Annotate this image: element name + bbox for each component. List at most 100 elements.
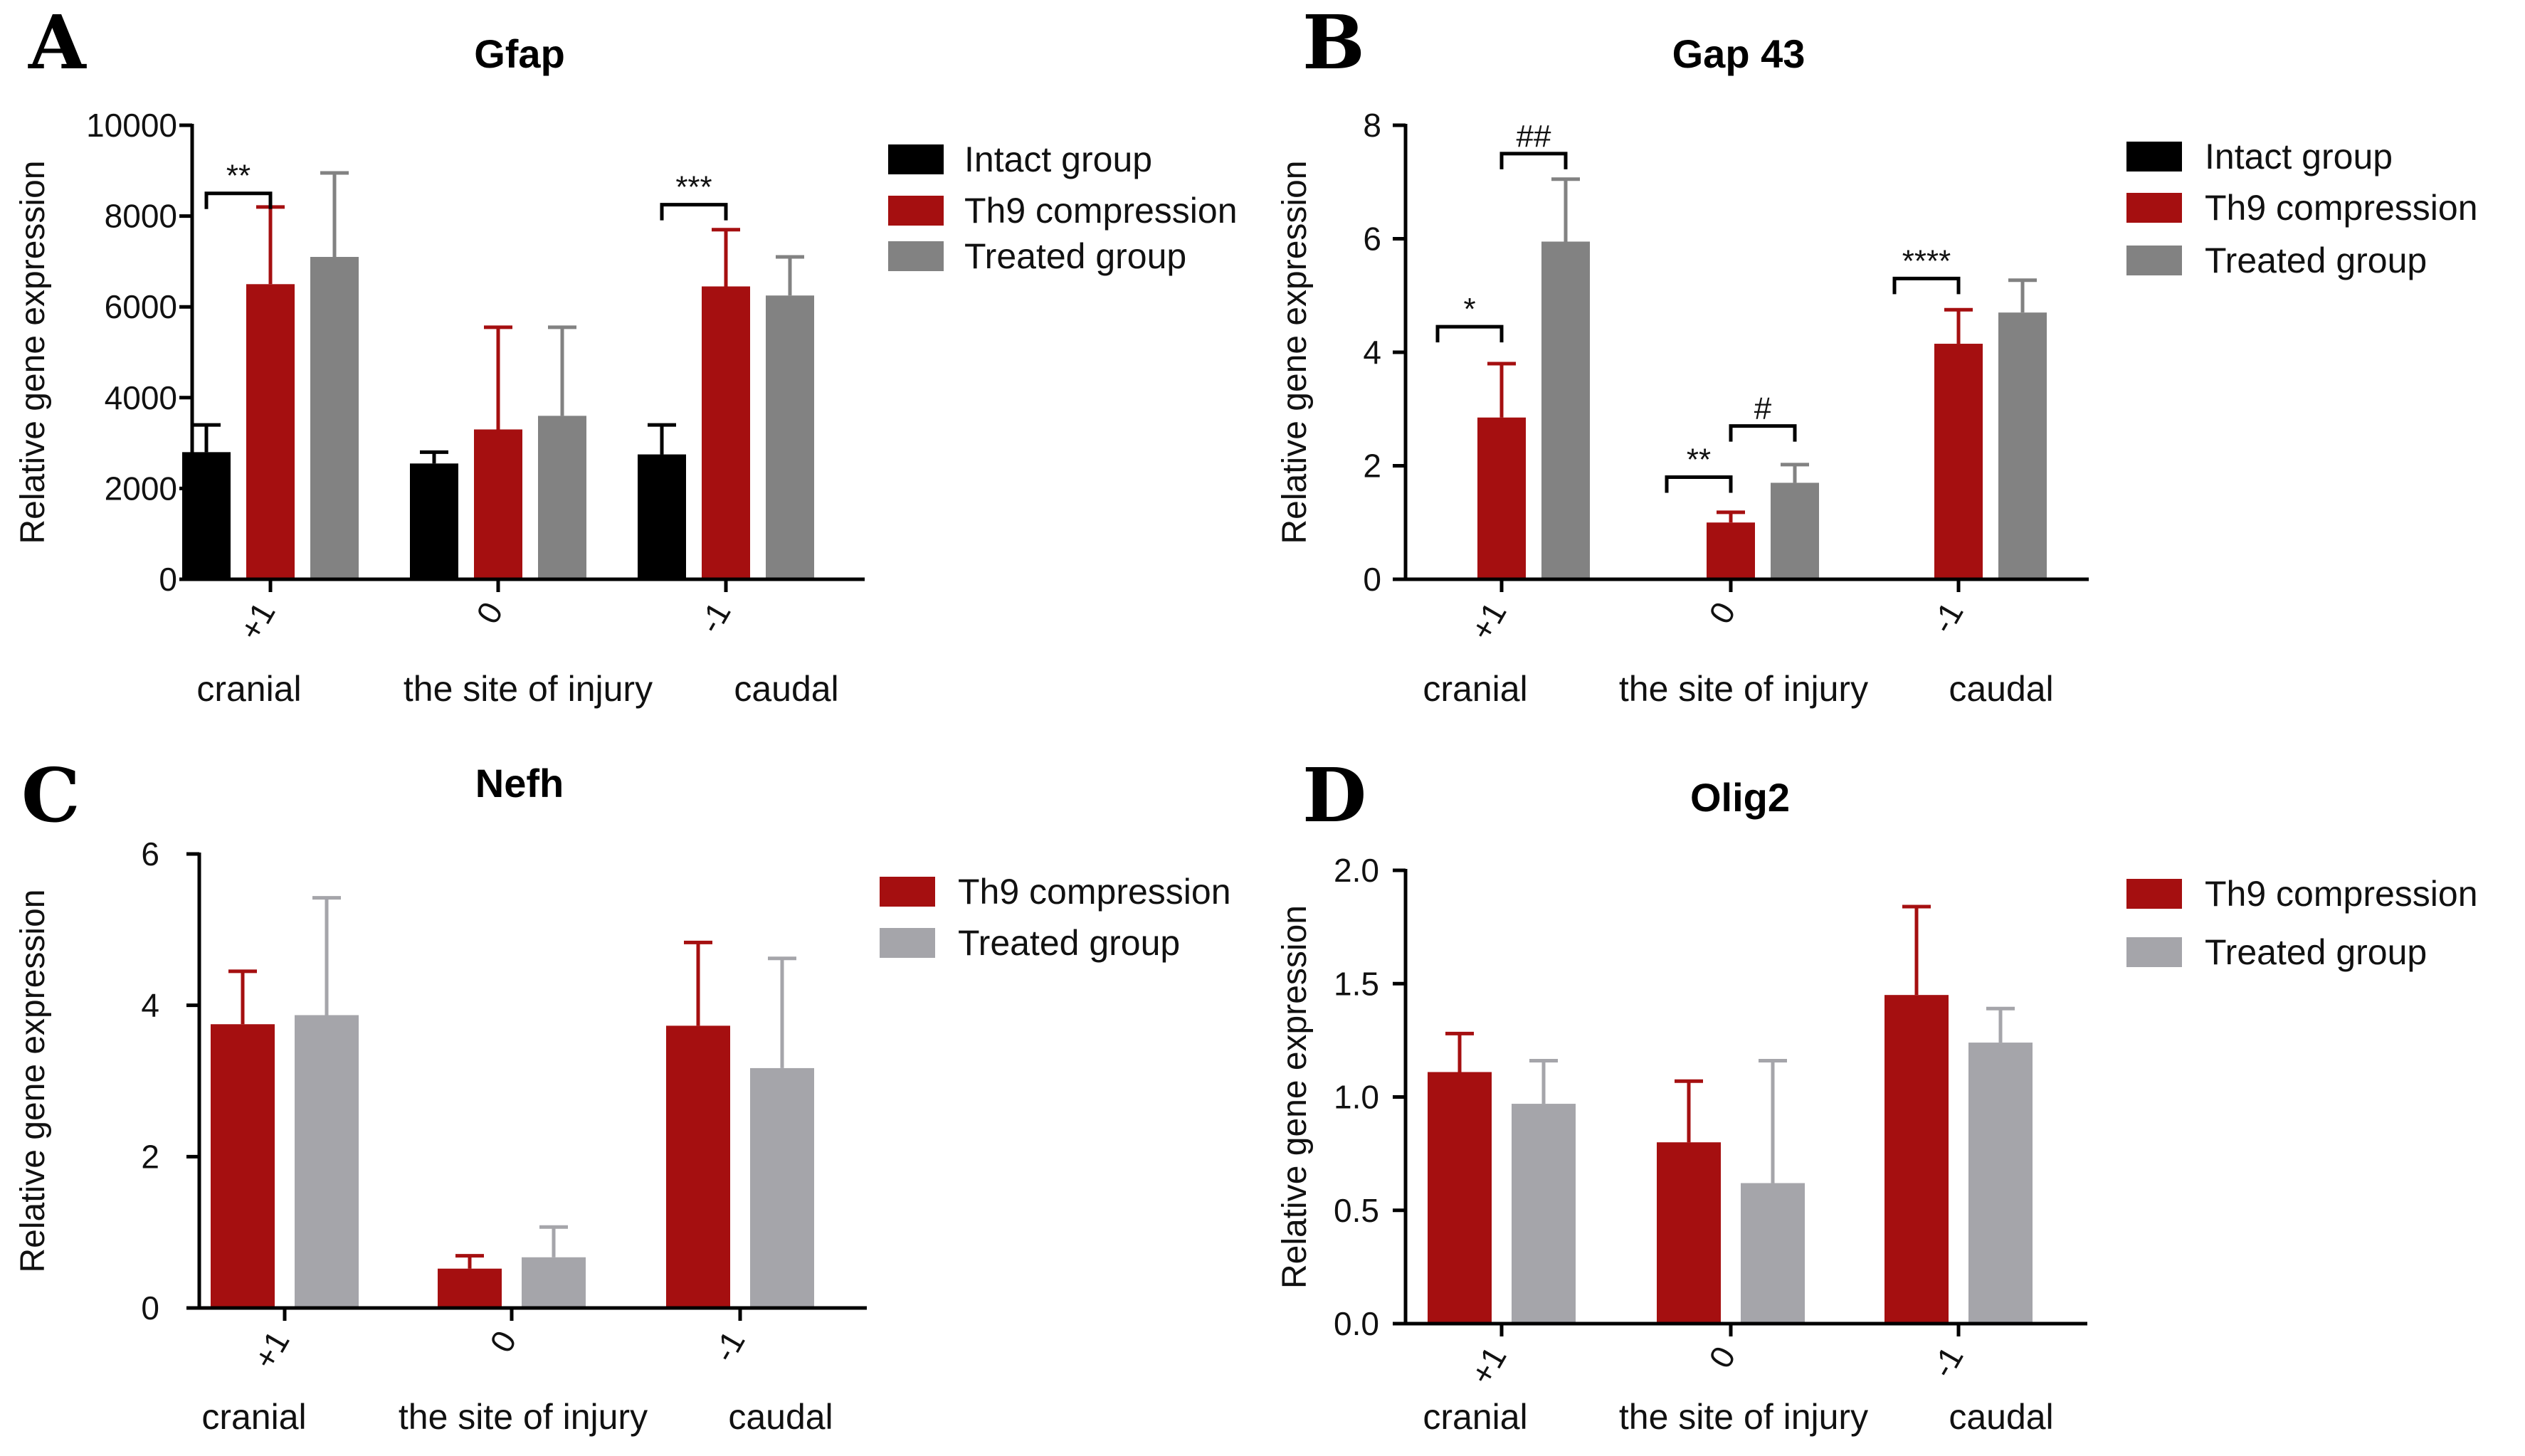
x-tick-label: -1: [1924, 1340, 1970, 1383]
y-tick-label: 6000: [105, 288, 177, 325]
significance-label: ****: [1902, 243, 1951, 278]
legend: Intact group Th9 compression Treated group: [2126, 137, 2478, 280]
panel-letter: B: [1302, 0, 1365, 86]
x-tick-label: +1: [1462, 596, 1513, 646]
panel-letter: D: [1302, 751, 1366, 839]
y-tick-label: 10000: [86, 107, 177, 144]
bar: [1884, 995, 1949, 1324]
significance-label: #: [1754, 391, 1772, 426]
x-tick-label: -1: [705, 1324, 752, 1368]
y-tick-label: 0: [1363, 561, 1381, 598]
panel-a: A Gfap Relative gene expression 0 2000 4000 60…: [14, 0, 1238, 709]
bar: [1541, 241, 1590, 579]
bar: [182, 452, 231, 579]
significance-label: **: [1687, 442, 1711, 477]
legend: Th9 compression Treated group: [2126, 874, 2478, 972]
x-tick-label: +1: [231, 596, 282, 646]
category-group-label: caudal: [728, 1397, 833, 1437]
bar: [666, 1025, 730, 1308]
y-tick-label: 1.5: [1334, 965, 1379, 1002]
significance-bracket: [204, 191, 273, 209]
category-group-label: caudal: [734, 669, 838, 709]
bar: [1512, 1104, 1576, 1324]
bar: [766, 295, 814, 579]
x-tick-label: -1: [691, 596, 737, 639]
bar: [522, 1257, 586, 1308]
legend-entry: Th9 compression: [958, 872, 1231, 912]
bar: [211, 1024, 275, 1308]
category-group-label: caudal: [1949, 669, 2053, 709]
x-tick-label: 0: [469, 596, 510, 630]
panel-b: B Gap 43 Relative gene expression 0 2 4 6 8 +1 0 -…: [1276, 0, 2478, 709]
legend-swatch: [880, 928, 935, 958]
chart-title: Nefh: [475, 761, 564, 806]
x-tick-label: 0: [1702, 1340, 1743, 1374]
legend-swatch: [888, 241, 944, 271]
bar: [750, 1067, 814, 1308]
x-tick-label: +1: [246, 1324, 296, 1375]
chart-title: Gap 43: [1672, 31, 1806, 76]
legend-entry: Th9 compression: [964, 191, 1238, 231]
bar: [1934, 344, 1983, 579]
bar: [1477, 417, 1526, 579]
category-group-label: cranial: [1423, 669, 1527, 709]
y-tick-label: 2000: [105, 470, 177, 507]
significance-label: ***: [675, 170, 712, 205]
x-tick-label: 0: [483, 1324, 524, 1359]
panel-c: C Nefh Relative gene expression 0 2 4 6 +1 0 -1 cr…: [14, 751, 1231, 1437]
y-tick-label: 4: [1363, 334, 1381, 371]
bar: [538, 416, 586, 579]
y-tick-label: 4000: [105, 379, 177, 416]
y-tick-label: 2.0: [1334, 852, 1379, 889]
y-axis-label: Relative gene expression: [14, 890, 52, 1273]
y-axis-label: Relative gene expression: [14, 161, 52, 544]
y-tick-label: 0.0: [1334, 1305, 1379, 1342]
bar: [1707, 522, 1755, 579]
legend-swatch: [2126, 937, 2182, 967]
y-tick-label: 0: [141, 1289, 159, 1326]
bar: [638, 454, 686, 579]
legend-entry: Th9 compression: [2205, 188, 2478, 228]
legend-entry: Th9 compression: [2205, 874, 2478, 914]
category-group-label: the site of injury: [1619, 669, 1868, 709]
category-group-label: cranial: [1423, 1397, 1527, 1437]
y-tick-label: 2: [141, 1138, 159, 1175]
bar: [1657, 1142, 1721, 1324]
legend-swatch: [880, 877, 935, 907]
legend-entry: Treated group: [958, 923, 1180, 963]
panel-letter: C: [21, 751, 80, 839]
significance-bracket: [1892, 276, 1961, 295]
legend-swatch: [888, 144, 944, 174]
bar: [702, 286, 750, 579]
bar: [1771, 482, 1819, 579]
legend-entry: Intact group: [2205, 137, 2393, 176]
chart-title: Gfap: [474, 31, 565, 76]
legend: Intact group Th9 compression Treated group: [888, 139, 1238, 276]
y-tick-label: 6: [1363, 221, 1381, 258]
significance-label: **: [226, 159, 251, 194]
bar: [474, 429, 522, 579]
y-tick-label: 8000: [105, 198, 177, 235]
bar: [310, 257, 359, 579]
legend-swatch: [2126, 879, 2182, 909]
legend-entry: Treated group: [964, 236, 1186, 276]
legend-entry: Treated group: [2205, 932, 2427, 972]
bar: [1998, 312, 2047, 579]
y-tick-label: 6: [141, 835, 159, 872]
panel-d: D Olig2 Relative gene expression 0.0 0.5 1.0 1…: [1276, 751, 2478, 1437]
legend: Th9 compression Treated group: [880, 872, 1231, 963]
category-group-label: cranial: [201, 1397, 306, 1437]
category-group-label: cranial: [196, 669, 301, 709]
category-group-label: the site of injury: [1619, 1397, 1868, 1437]
significance-bracket: [1435, 325, 1504, 343]
legend-entry: Treated group: [2205, 241, 2427, 280]
legend-entry: Intact group: [964, 139, 1152, 179]
significance-label: *: [1463, 292, 1475, 327]
bar: [438, 1268, 502, 1308]
bar: [246, 284, 295, 579]
legend-swatch: [888, 196, 944, 226]
x-tick-label: -1: [1924, 596, 1970, 639]
y-tick-label: 4: [141, 987, 159, 1024]
significance-bracket: [1499, 152, 1568, 169]
